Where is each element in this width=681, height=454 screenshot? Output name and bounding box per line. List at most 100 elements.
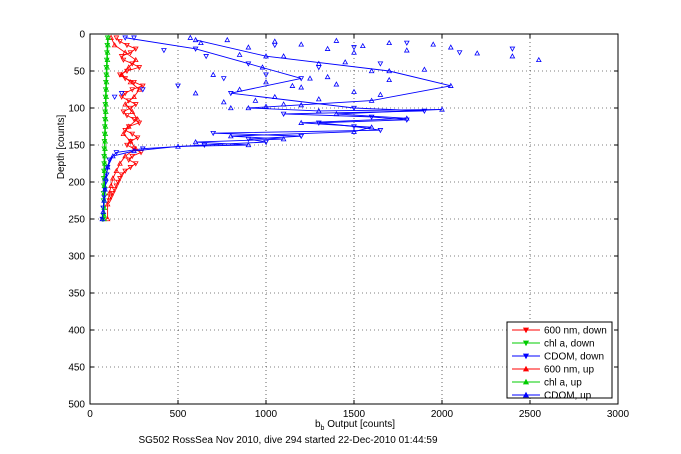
data-point [333,81,340,87]
data-point [139,87,146,93]
data-point [280,111,287,117]
data-point [111,94,118,100]
data-point [115,179,122,186]
data-point [105,34,112,40]
data-point [192,36,199,43]
data-point [122,49,129,55]
data-point [289,82,296,88]
data-point [280,101,287,107]
data-point [377,128,384,134]
data-point [125,157,132,163]
data-point [271,93,278,100]
x-axis-label-subscript: b [321,425,325,432]
data-point [421,108,428,114]
data-point [351,45,357,51]
data-point [131,147,137,154]
data-point [110,153,116,159]
legend-box [506,321,613,399]
data-point [351,49,357,55]
data-point [101,197,107,203]
data-point [108,34,114,40]
y-tick-label: 50 [74,67,86,78]
series-line [108,37,145,201]
data-point [102,145,108,151]
series-line [107,37,140,219]
legend-entry: chl a, up [512,378,582,389]
data-point [129,131,136,137]
data-point [245,44,252,50]
data-point [298,76,305,82]
data-point [103,101,109,107]
data-point [101,160,108,166]
x-tick-label: 3000 [607,409,630,420]
data-point [509,53,516,59]
legend-label: CDOM, up [544,391,592,402]
data-point [120,130,127,137]
data-point [131,93,137,100]
data-point [307,75,313,81]
data-point [127,138,134,144]
data-point [111,187,118,193]
data-point [108,182,114,188]
data-point [99,215,106,222]
data-point [359,42,366,48]
data-point [129,153,136,160]
data-point [351,128,357,134]
series-7 [111,35,516,100]
data-point [111,42,118,48]
data-point [351,124,357,130]
data-point [377,61,384,67]
series-6 [187,34,542,111]
legend-marker [522,378,530,385]
legend-label: 600 nm, down [544,326,607,337]
data-point [118,71,125,77]
data-point [118,91,125,97]
data-point [192,139,199,145]
data-point [227,91,234,97]
legend-entry: CDOM, up [512,391,592,402]
data-point [263,72,269,78]
data-point [118,54,125,60]
legend-entries: 600 nm, down chl a, down CDOM, down 600 nm,… [512,326,607,402]
data-point [127,79,134,85]
data-point [120,57,127,63]
data-point [132,56,139,63]
y-tick-label: 500 [68,400,85,411]
data-point [104,71,110,77]
data-point [103,86,110,92]
x-axis-label: bb Output [counts] [315,419,395,432]
data-point [117,160,123,166]
data-point [333,37,340,43]
data-point [220,99,227,105]
data-point [245,61,252,67]
data-point [124,113,130,119]
data-point [131,79,137,86]
data-point [386,76,393,83]
data-point [102,123,109,129]
data-point [102,108,109,114]
data-point [447,44,454,50]
legend-label: 600 nm, up [544,365,594,376]
data-point [131,116,137,123]
legend-marker [522,365,530,372]
y-tick-label: 150 [68,141,85,152]
data-point [110,190,116,197]
data-point [113,150,120,156]
x-tick-label: 2000 [431,409,454,420]
data-point [122,91,129,97]
data-point [192,90,199,96]
y-tick-label: 200 [68,178,85,189]
data-point [315,120,322,126]
data-point [535,56,542,63]
figure-caption: SG502 RossSea Nov 2010, dive 294 started… [138,435,438,446]
x-axis-label-rest: Output [counts] [324,419,395,430]
data-point [263,139,269,146]
data-point [125,123,132,129]
data-point [236,86,243,92]
data-point [127,165,134,171]
data-point [106,190,113,196]
data-point [117,39,123,45]
legend-marker [522,340,530,347]
data-point [124,42,130,49]
